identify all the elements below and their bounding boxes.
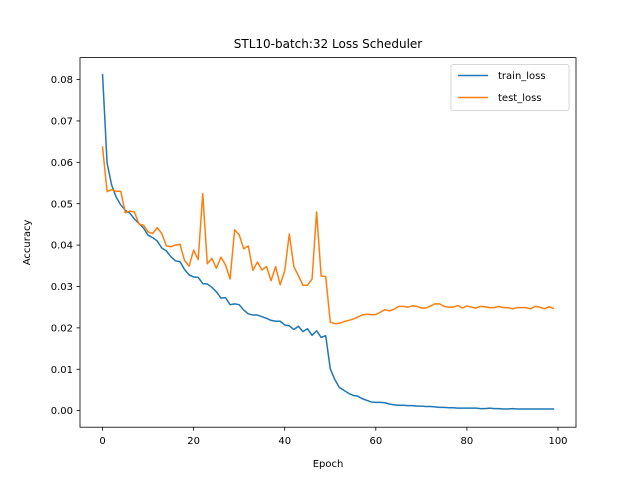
- y-tick-label: 0.07: [51, 117, 73, 128]
- chart-title: STL10-batch:32 Loss Scheduler: [234, 37, 423, 51]
- legend-label-test-loss: test_loss: [498, 93, 542, 104]
- x-tick-label: 20: [187, 436, 200, 447]
- x-tick-label: 0: [99, 436, 105, 447]
- legend-label-train-loss: train_loss: [498, 71, 546, 82]
- x-tick-label: 80: [461, 436, 474, 447]
- legend: train_loss test_loss: [450, 64, 570, 111]
- x-axis-ticks: 0 20 40 60 80 100: [99, 427, 568, 447]
- y-tick-label: 0.01: [51, 365, 73, 376]
- x-tick-label: 60: [369, 436, 382, 447]
- x-axis-label: Epoch: [313, 459, 344, 470]
- y-tick-label: 0.05: [51, 199, 73, 210]
- y-axis-ticks: 0.00 0.01 0.02 0.03 0.04 0.05 0.06 0.07 0.08: [51, 75, 80, 417]
- x-tick-label: 100: [548, 436, 567, 447]
- plot-area: [79, 57, 577, 428]
- series-layer: [101, 73, 555, 410]
- y-tick-label: 0.02: [51, 323, 73, 334]
- y-tick-label: 0.06: [51, 158, 73, 169]
- y-axis-label: Accuracy: [22, 219, 33, 265]
- series-line-test-loss: [101, 146, 555, 325]
- y-tick-label: 0.04: [51, 241, 73, 252]
- series-line-train-loss: [101, 73, 555, 410]
- y-tick-label: 0.08: [51, 75, 73, 86]
- x-tick-label: 40: [278, 436, 291, 447]
- y-tick-label: 0.03: [51, 282, 73, 293]
- axes-frame: [79, 57, 577, 428]
- y-tick-label: 0.00: [51, 406, 73, 417]
